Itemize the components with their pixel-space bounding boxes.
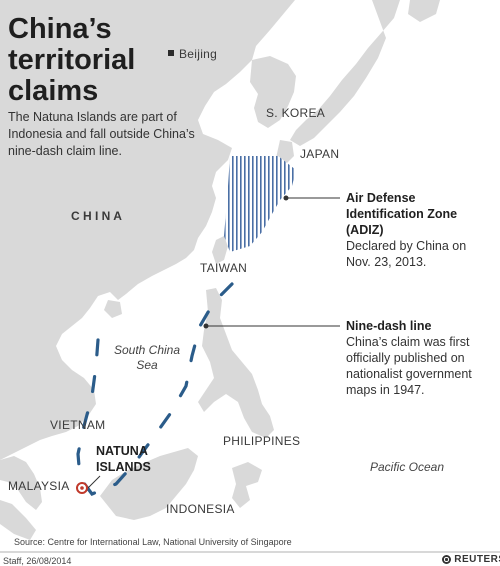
footer-credit: Staff, 26/08/2014 bbox=[3, 556, 72, 566]
hokkaido-landmass bbox=[408, 0, 440, 22]
reuters-logo: REUTERS bbox=[442, 554, 500, 565]
footer-source: Source: Centre for International Law, Na… bbox=[14, 537, 292, 547]
sulawesi-landmass bbox=[232, 462, 262, 508]
korea-landmass bbox=[250, 56, 296, 128]
nine-dash-leader-dot bbox=[203, 323, 209, 329]
label-south-korea: S. KOREA bbox=[266, 106, 326, 120]
taiwan-landmass bbox=[212, 236, 228, 264]
adiz-leader-dot bbox=[283, 195, 289, 201]
label-beijing: Beijing bbox=[179, 47, 218, 61]
label-taiwan: TAIWAN bbox=[200, 261, 248, 275]
callout-adiz: Air Defense Identification Zone (ADIZ) D… bbox=[346, 190, 486, 270]
hainan-landmass bbox=[104, 300, 122, 318]
callout-adiz-body: Declared by China on Nov. 23, 2013. bbox=[346, 239, 467, 269]
mainland-china-landmass bbox=[0, 0, 295, 460]
reuters-logo-mark bbox=[442, 554, 451, 564]
callout-nine-dash-body: China’s claim was first officially publi… bbox=[346, 335, 472, 397]
callout-nine-dash-heading: Nine-dash line bbox=[346, 319, 432, 333]
reuters-logo-text: REUTERS bbox=[454, 554, 500, 565]
label-malaysia: MALAYSIA bbox=[8, 479, 70, 493]
beijing-marker bbox=[168, 50, 174, 56]
natuna-leader-line bbox=[87, 475, 101, 489]
sumatra-landmass bbox=[0, 500, 36, 540]
label-vietnam: VIETNAM bbox=[50, 418, 106, 432]
natuna-label-line2: ISLANDS bbox=[96, 460, 151, 474]
natuna-marker-dot bbox=[80, 486, 84, 490]
label-indonesia: INDONESIA bbox=[166, 502, 235, 516]
malay-peninsula-landmass bbox=[0, 456, 42, 510]
japan-landmass bbox=[290, 0, 400, 146]
adiz-zone bbox=[224, 156, 296, 252]
label-philippines: PHILIPPINES bbox=[223, 434, 301, 448]
label-japan: JAPAN bbox=[300, 147, 340, 161]
map-title: China’s territorial claims bbox=[8, 13, 136, 107]
philippines-landmass bbox=[198, 288, 274, 438]
callout-adiz-heading: Air Defense Identification Zone (ADIZ) bbox=[346, 191, 458, 237]
natuna-label-line1: NATUNA bbox=[96, 444, 148, 458]
label-south-china-sea: South China Sea bbox=[113, 343, 181, 372]
nine-dash-line bbox=[76, 282, 234, 496]
label-natuna-islands: NATUNA ISLANDS bbox=[96, 443, 151, 475]
borneo-landmass bbox=[100, 448, 198, 520]
label-china: C H I N A bbox=[71, 209, 122, 223]
map-description: The Natuna Islands are part of Indonesia… bbox=[8, 110, 195, 158]
label-pacific-ocean: Pacific Ocean bbox=[370, 460, 445, 474]
callout-nine-dash: Nine-dash line China’s claim was first o… bbox=[346, 318, 494, 398]
